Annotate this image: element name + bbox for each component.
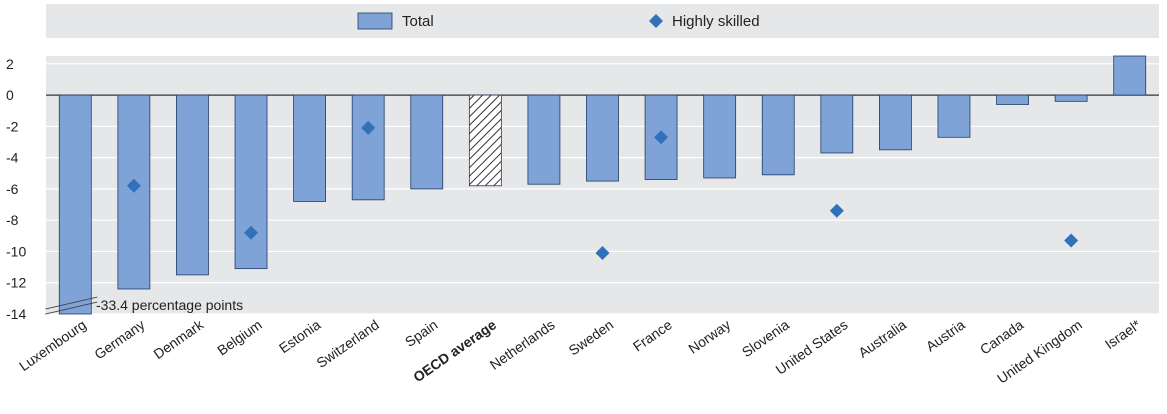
x-tick-label: Canada [977,316,1027,357]
y-tick-label: -14 [6,306,26,322]
bar-total [176,94,209,276]
x-tick-label: France [630,316,675,354]
marker-highly-skilled [595,246,610,261]
bar-total [644,94,678,180]
bar-total [58,94,92,315]
marker-highly-skilled [126,178,141,193]
bar-total [761,94,795,176]
bar-total [1054,94,1088,102]
y-axis: 2 0 -2 -4 -6 -8 -10 -12 -14 [6,56,26,322]
bar-total [527,94,561,185]
x-tick-label: Estonia [276,316,324,356]
y-tick-label: -8 [6,212,19,228]
bar-total [468,94,502,187]
x-tick-label: Netherlands [487,316,558,372]
marker-highly-skilled [244,225,259,240]
bar-total [351,94,385,201]
y-tick-label: -10 [6,243,26,259]
y-tick-label: 0 [6,87,14,103]
bar-total [703,94,737,179]
x-tick-label: Israel* [1102,316,1144,352]
x-tick-label: Australia [855,316,909,360]
x-tick-label: Sweden [566,316,617,358]
x-tick-label: Spain [402,316,441,350]
marker-highly-skilled [361,120,376,135]
x-axis: Luxembourg Germany Denmark Belgium EstoniaSw… [16,316,1144,387]
bar-total [586,94,619,182]
bar-total [820,94,854,154]
legend-label-total: Total [402,13,434,30]
bar-total [234,94,268,270]
bar-total [996,94,1029,105]
axis-break-annotation: -33.4 percentage points [45,296,243,315]
x-tick-label: Slovenia [739,316,792,360]
y-tick-label: -12 [6,275,26,291]
break-mark [45,301,98,315]
legend-swatch-total [357,12,393,30]
x-tick-label: Austria [923,316,968,354]
legend: Total Highly skilled [357,12,760,30]
x-tick-label: Denmark [150,316,207,362]
y-tick-label: 2 [6,56,14,72]
x-tick-label: Luxembourg [16,316,89,374]
x-tick-label: Belgium [214,316,265,358]
bar-total [410,94,444,190]
bar-total [937,94,971,138]
legend-swatch-highly-skilled [649,14,663,28]
highly-skilled-markers [126,120,1079,261]
legend-label-highly-skilled: Highly skilled [672,13,760,30]
y-tick-label: -2 [6,118,19,134]
bar-total [293,94,327,202]
marker-highly-skilled [1064,233,1079,248]
bars [58,55,1147,315]
x-tick-label: Germany [91,316,147,362]
break-annotation-text: -33.4 percentage points [96,297,243,313]
marker-highly-skilled [654,130,669,145]
legend-background [46,4,1159,38]
bar-total [1113,55,1147,96]
break-mark [45,296,98,310]
y-tick-label: -4 [6,150,19,166]
marker-highly-skilled [829,203,844,218]
y-tick-label: -6 [6,181,19,197]
x-tick-label: Switzerland [313,316,381,371]
bar-total [878,94,912,151]
x-tick-label: Norway [685,316,733,356]
